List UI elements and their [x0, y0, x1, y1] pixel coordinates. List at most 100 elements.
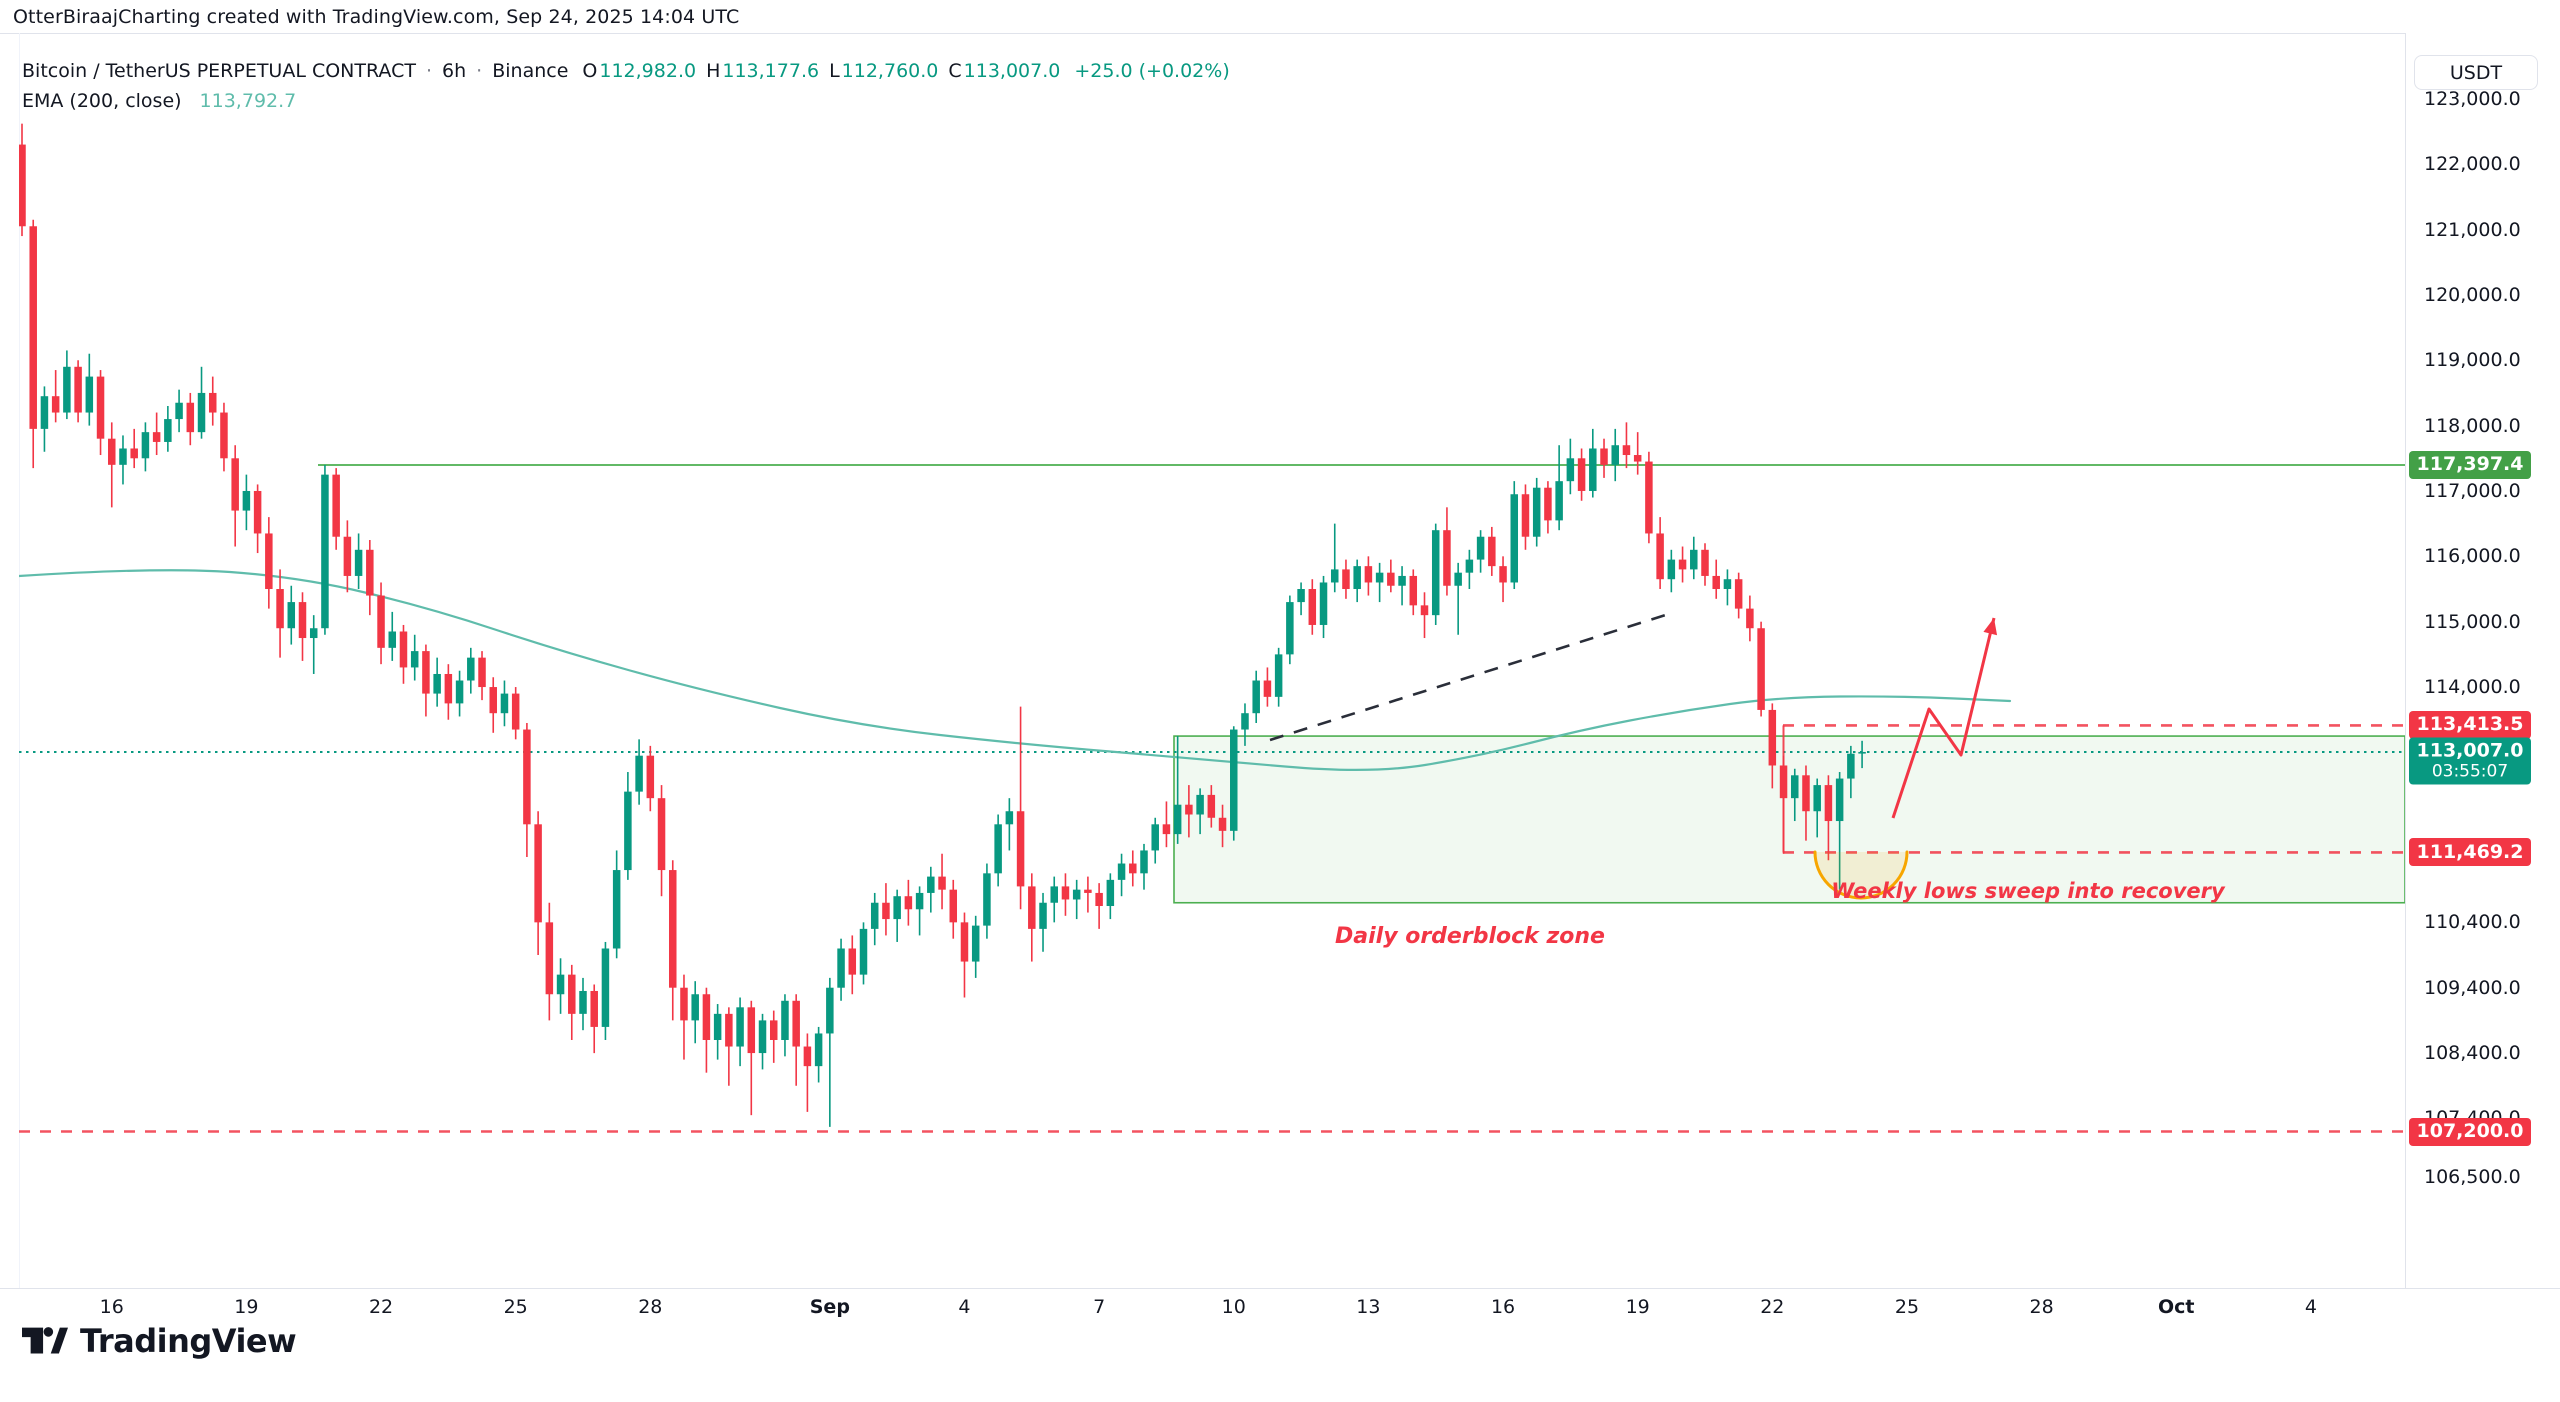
candle-body: [276, 589, 284, 629]
recovery-arrow-head: [1983, 618, 1998, 636]
change-value: +25.0 (+0.02%): [1074, 60, 1230, 82]
candle: [1185, 785, 1193, 838]
candle-body: [388, 631, 397, 648]
indicator-row: EMA (200, close) 113,792.7: [22, 86, 1230, 116]
candle: [1622, 422, 1631, 469]
pane-left-border: [19, 33, 20, 1288]
candle-body: [40, 396, 49, 429]
candle: [433, 657, 441, 707]
recovery-arrow-line[interactable]: [1891, 617, 1996, 819]
candle-body: [1555, 481, 1563, 521]
chart-legend[interactable]: Bitcoin / TetherUS PERPETUAL CONTRACT · …: [22, 56, 1230, 116]
candle: [826, 977, 834, 1127]
price-tick: 122,000.0: [2424, 153, 2521, 176]
candle: [96, 370, 105, 456]
orderblock-zone-rect[interactable]: [1173, 735, 2405, 904]
candle-body: [1263, 680, 1272, 697]
candle-body: [1274, 654, 1283, 697]
candle-body: [646, 755, 655, 799]
candle-body: [96, 376, 105, 439]
dashed-trendline[interactable]: [1269, 610, 1676, 742]
candle: [1858, 740, 1866, 769]
time-label: 19: [1625, 1296, 1650, 1318]
candles: [19, 123, 1866, 1127]
candle: [1589, 428, 1597, 498]
candle-body: [826, 987, 834, 1034]
candle-body: [893, 896, 901, 920]
candle-body: [1129, 863, 1137, 874]
candle-body: [568, 974, 576, 1014]
annotation-daily-orderblock[interactable]: Daily orderblock zone: [1335, 924, 1605, 949]
candle: [108, 422, 116, 508]
candle: [994, 814, 1002, 887]
candle-body: [769, 1020, 778, 1040]
candle: [1488, 526, 1496, 576]
time-label: 7: [1093, 1296, 1106, 1318]
price-axis[interactable]: USDT 123,000.0 122,000.0 121,000.0 120,000.…: [2405, 33, 2560, 1288]
price-tag-value: 113,413.5: [2416, 713, 2524, 736]
candle: [309, 615, 318, 674]
annotation-text-daily-orderblock[interactable]: Daily orderblock zone: [1335, 924, 1605, 949]
time-label: 25: [1894, 1296, 1920, 1318]
price-tag-value: 113,007.0: [2416, 739, 2524, 762]
candle: [1398, 566, 1406, 606]
candle: [534, 811, 542, 956]
orderblock-zone[interactable]: [1173, 735, 2405, 904]
candle-body: [859, 928, 868, 975]
candle-body: [1095, 892, 1103, 907]
recovery-cup[interactable]: [1813, 850, 1909, 900]
candle: [635, 739, 643, 805]
price-tick: 123,000.0: [2424, 87, 2521, 110]
candle-body: [175, 402, 183, 420]
trendline[interactable]: [1269, 610, 1676, 742]
candle: [859, 922, 868, 985]
ohlc-c: C 113,007.0: [948, 60, 1060, 82]
candle-body: [366, 549, 374, 596]
candle-body: [455, 680, 464, 704]
candle: [1409, 569, 1418, 616]
interval-label: 6h: [442, 60, 467, 82]
time-label: 4: [958, 1296, 971, 1318]
candle: [556, 958, 565, 1014]
candle: [265, 517, 273, 609]
candle-body: [1117, 863, 1126, 880]
tradingview-logo[interactable]: TradingView: [22, 1322, 297, 1360]
candle: [1117, 853, 1126, 897]
recovery-arrow[interactable]: [1891, 617, 1998, 819]
candle-body: [1286, 602, 1294, 655]
candle-body: [1768, 709, 1777, 766]
candle: [130, 428, 138, 469]
candle-body: [1330, 569, 1339, 583]
candle-body: [612, 870, 621, 949]
candle: [410, 634, 419, 681]
candle-body: [220, 412, 228, 459]
time-label: 16: [1490, 1296, 1516, 1318]
price-tick: 110,400.0: [2424, 911, 2521, 934]
candle: [646, 745, 655, 812]
candle-body: [1858, 751, 1866, 754]
candle: [523, 723, 531, 857]
candle-body: [444, 673, 453, 704]
candle: [1678, 546, 1687, 583]
candle: [1084, 876, 1092, 913]
price-tag-value: 117,397.4: [2416, 453, 2524, 476]
ohlc-o: O 112,982.0: [582, 60, 696, 82]
time-axis[interactable]: 16 19 22 25 28 Sep 4 7 10 13 16 19 22 25 28 Oct 4: [0, 1288, 2560, 1334]
candle: [927, 866, 935, 913]
price-tag-value: 111,469.2: [2416, 840, 2524, 863]
candle: [725, 1007, 733, 1086]
recovery-cup-arc[interactable]: [1813, 850, 1909, 900]
time-label-month: Oct: [2157, 1296, 2195, 1318]
candle-body: [1140, 850, 1148, 874]
candle-body: [130, 448, 138, 459]
candle-body: [231, 458, 239, 511]
ohlc-label: O: [582, 60, 598, 82]
annotation-weekly-lows[interactable]: Weekly lows sweep into recovery: [1831, 879, 2226, 903]
ohlc-l: L 112,760.0: [829, 60, 938, 82]
currency-button[interactable]: USDT: [2414, 55, 2538, 90]
ema-indicator-label: EMA (200, close): [22, 90, 182, 112]
annotation-text-weekly-lows[interactable]: Weekly lows sweep into recovery: [1831, 879, 2226, 903]
candle-body: [747, 1007, 756, 1054]
